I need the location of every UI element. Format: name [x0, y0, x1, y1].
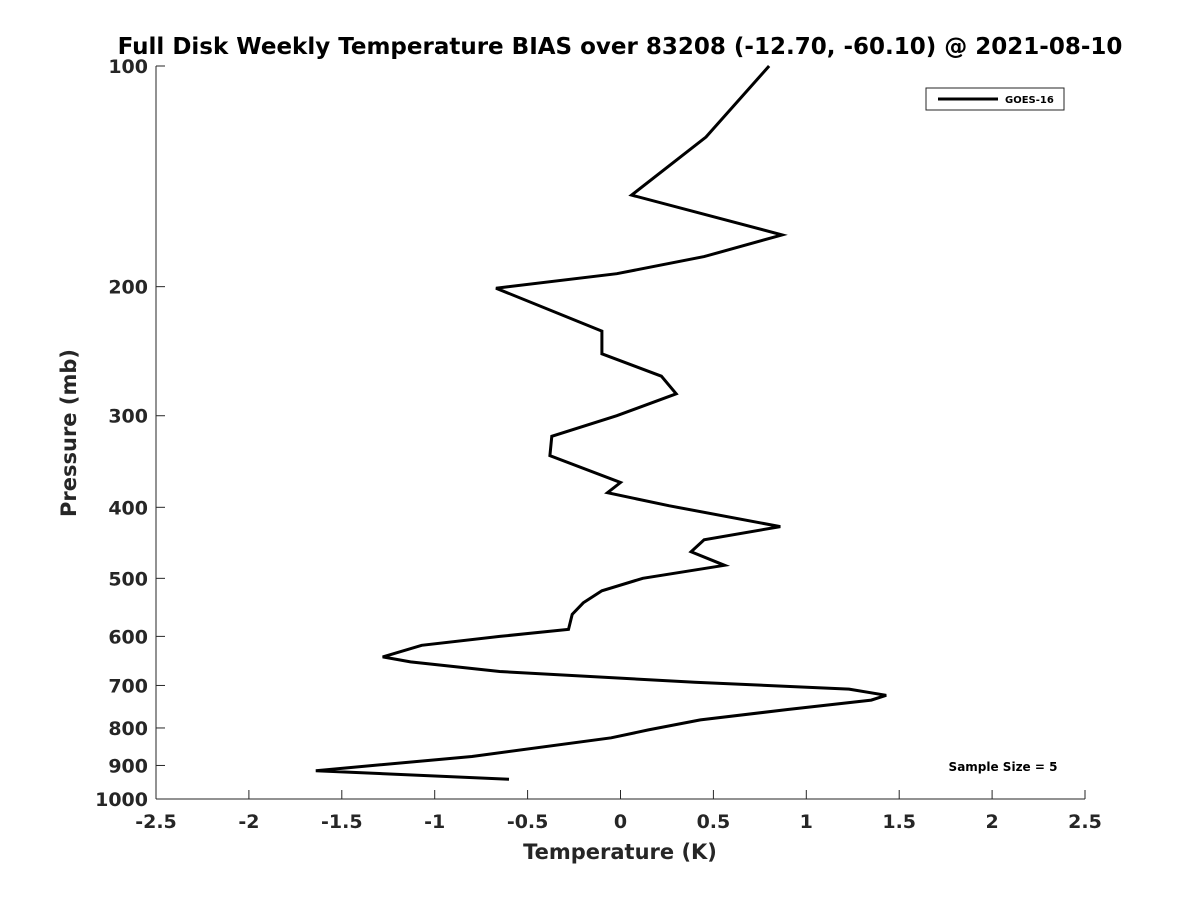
x-tick-label: 0.5: [697, 811, 731, 833]
y-tick-label: 700: [108, 675, 148, 697]
y-tick-label: 100: [108, 56, 148, 78]
y-axis-label: Pressure (mb): [57, 349, 81, 517]
legend: GOES-16: [925, 87, 1065, 111]
x-tick-label: -2.5: [135, 811, 177, 833]
x-tick-label: 2.5: [1068, 811, 1102, 833]
y-tick-label: 500: [108, 568, 148, 590]
x-tick-label: 2: [985, 811, 998, 833]
x-tick-label: 1.5: [882, 811, 916, 833]
legend-label: GOES-16: [1005, 95, 1054, 106]
plot-area: [155, 66, 1085, 800]
x-tick-label: -2: [238, 811, 259, 833]
y-tick-label: 900: [108, 755, 148, 777]
x-tick-label: -1: [424, 811, 445, 833]
x-axis-label: Temperature (K): [523, 840, 717, 864]
series-line-goes-16: [315, 65, 887, 781]
x-ticks: -2.5 -2 -1.5 -1 -0.5 0 0.5 1 1.5 2 2.5: [135, 790, 1102, 833]
y-tick-label: 800: [108, 718, 148, 740]
x-tick-label: -1.5: [321, 811, 363, 833]
chart-title: Full Disk Weekly Temperature BIAS over 8…: [118, 34, 1123, 60]
y-tick-label: 300: [108, 406, 148, 428]
y-tick-label: 400: [108, 497, 148, 519]
y-ticks: 100 200 300 400 500 600 700 800 900 1000: [95, 56, 165, 811]
x-tick-label: -0.5: [507, 811, 549, 833]
y-tick-label: 200: [108, 277, 148, 299]
sample-size-annotation: Sample Size = 5: [949, 760, 1058, 774]
y-tick-label: 600: [108, 626, 148, 648]
x-tick-label: 0: [614, 811, 627, 833]
y-tick-label: 1000: [95, 789, 148, 811]
x-tick-label: 1: [800, 811, 813, 833]
